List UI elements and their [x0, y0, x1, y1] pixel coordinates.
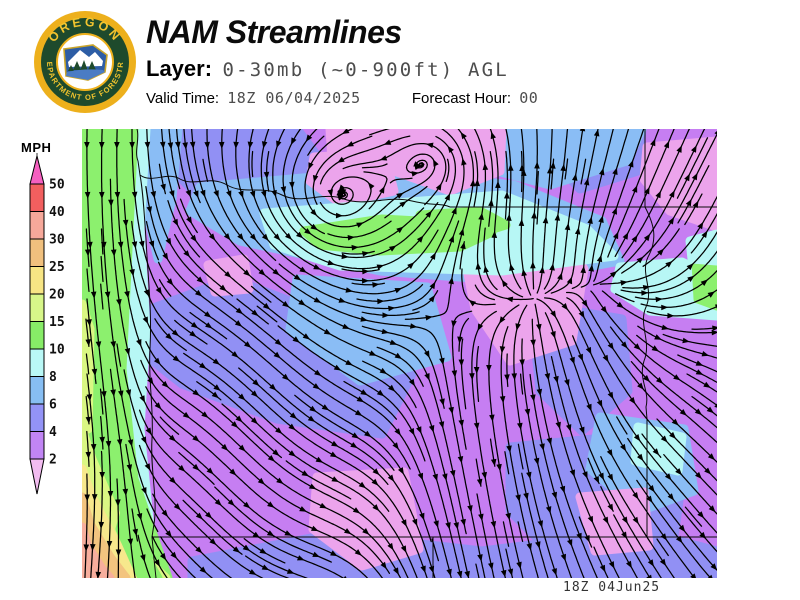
- legend-tick-label: 50: [49, 178, 65, 193]
- legend-segment: [29, 348, 45, 377]
- legend-tick-label: 2: [49, 453, 57, 468]
- legend-segment: [29, 431, 45, 460]
- speed-shading-blob: [308, 467, 424, 571]
- legend-segment: [29, 238, 45, 267]
- layer-row: Layer: 0-30mb (~0-900ft) AGL: [146, 56, 509, 82]
- speed-shading-blob: [132, 274, 417, 439]
- layer-label: Layer:: [146, 56, 213, 81]
- legend-segment: [29, 266, 45, 295]
- legend-tick-label: 6: [49, 398, 57, 413]
- legend-tick-label: 4: [49, 425, 57, 440]
- forecast-hour-label: Forecast Hour:: [411, 90, 512, 107]
- streamline-map: [82, 129, 717, 578]
- valid-time-label: Valid Time:: [146, 90, 220, 107]
- valid-time-value: 18Z 06/04/2025: [227, 89, 361, 107]
- legend-tick-label: 15: [49, 315, 65, 330]
- legend-tick-label: 40: [49, 205, 65, 220]
- odf-logo: OREGON DEPARTMENT OF FORESTRY: [33, 10, 136, 113]
- legend-tick-label: 8: [49, 370, 57, 385]
- legend-segment: [29, 211, 45, 240]
- wind-speed-legend: 50 40 30 25 20 15 10 8 6 4 2: [29, 153, 65, 495]
- streamlines: [84, 129, 717, 578]
- legend-tick-label: 30: [49, 233, 65, 248]
- valid-time-row: Valid Time: 18Z 06/04/2025 Forecast Hour…: [146, 89, 538, 107]
- legend-tick-label: 20: [49, 288, 65, 303]
- legend-segment: [29, 376, 45, 405]
- speed-shading-blob: [575, 487, 654, 556]
- legend-segment: [29, 293, 45, 322]
- legend-tick-label: 25: [49, 260, 65, 275]
- legend-segment: [29, 183, 45, 212]
- layer-value: 0-30mb (~0-900ft) AGL: [222, 59, 509, 81]
- legend-segment: [29, 321, 45, 350]
- map-timestamp: 18Z 04Jun25: [563, 580, 661, 595]
- logo-oregon-emblem: [63, 44, 108, 81]
- map-layers: [82, 129, 717, 578]
- state-borders: [136, 129, 717, 578]
- page-title: NAM Streamlines: [146, 14, 402, 50]
- forecast-hour-value: 00: [519, 89, 539, 107]
- speed-shading-blob: [610, 257, 717, 321]
- legend-tick-label: 10: [49, 343, 65, 358]
- legend-tip-top: [29, 155, 45, 185]
- legend-title: MPH: [21, 140, 52, 155]
- speed-shading-blob: [82, 522, 115, 578]
- legend-tip-bottom: [29, 458, 45, 495]
- legend-segment: [29, 403, 45, 432]
